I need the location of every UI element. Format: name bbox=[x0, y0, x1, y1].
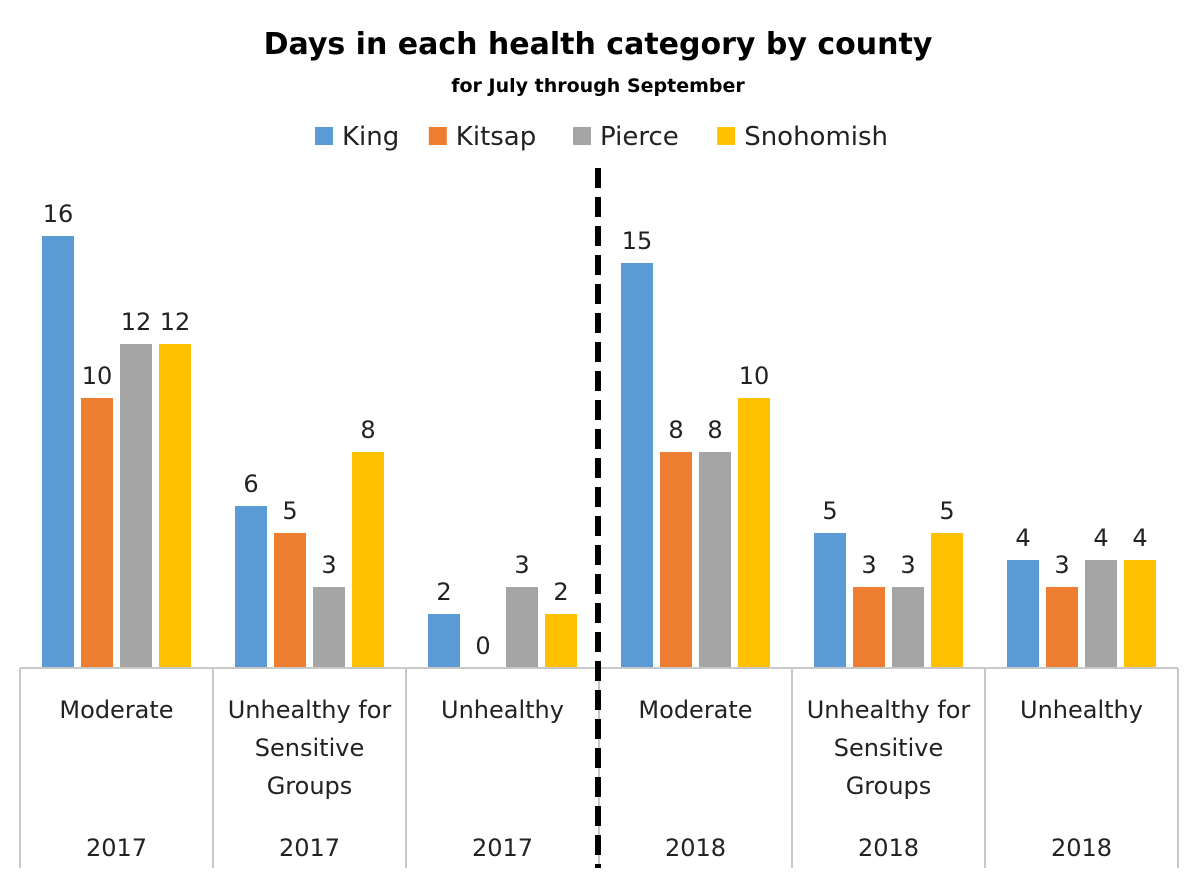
data-label-kitsap-0: 10 bbox=[82, 362, 113, 390]
category-label-3: Moderate bbox=[638, 696, 752, 724]
data-label-kitsap-3: 8 bbox=[668, 416, 683, 444]
bar-snohomish-5 bbox=[1124, 560, 1156, 668]
chart-subtitle: for July through September bbox=[451, 75, 745, 97]
bar-snohomish-3 bbox=[738, 398, 770, 668]
bar-snohomish-0 bbox=[159, 344, 191, 668]
year-label-4: 2018 bbox=[858, 834, 919, 862]
bar-snohomish-2 bbox=[545, 614, 577, 668]
bar-kitsap-0 bbox=[81, 398, 113, 668]
bar-pierce-4 bbox=[892, 587, 924, 668]
bar-snohomish-1 bbox=[352, 452, 384, 668]
data-label-pierce-1: 3 bbox=[321, 551, 336, 579]
data-label-snohomish-5: 4 bbox=[1132, 524, 1147, 552]
data-label-snohomish-2: 2 bbox=[553, 578, 568, 606]
legend-item-snohomish: Snohomish bbox=[717, 122, 888, 152]
bar-kitsap-1 bbox=[274, 533, 306, 668]
data-label-kitsap-5: 3 bbox=[1054, 551, 1069, 579]
data-label-pierce-4: 3 bbox=[900, 551, 915, 579]
bar-pierce-0 bbox=[120, 344, 152, 668]
legend-item-king: King bbox=[315, 122, 399, 152]
year-label-5: 2018 bbox=[1051, 834, 1112, 862]
legend-swatch-snohomish bbox=[717, 127, 736, 145]
year-label-0: 2017 bbox=[86, 834, 147, 862]
bar-kitsap-4 bbox=[853, 587, 885, 668]
year-label-3: 2018 bbox=[665, 834, 726, 862]
data-label-kitsap-2: 0 bbox=[475, 632, 490, 660]
bar-king-3 bbox=[621, 263, 653, 668]
data-label-pierce-2: 3 bbox=[514, 551, 529, 579]
bar-snohomish-4 bbox=[931, 533, 963, 668]
legend-label-king: King bbox=[342, 122, 399, 152]
bar-king-2 bbox=[428, 614, 460, 668]
legend-item-kitsap: Kitsap bbox=[428, 122, 536, 152]
legend-swatch-king bbox=[315, 127, 333, 145]
bar-king-4 bbox=[814, 533, 846, 668]
bar-pierce-5 bbox=[1085, 560, 1117, 668]
category-axis: Moderate 2017 Unhealthy for Sensitive Groups… bbox=[19, 667, 1179, 868]
legend-swatch-pierce bbox=[573, 127, 591, 145]
legend: King Kitsap Pierce Snohomish bbox=[315, 122, 888, 152]
category-label-5: Unhealthy bbox=[1020, 696, 1143, 724]
category-label-2: Unhealthy bbox=[441, 696, 564, 724]
legend-swatch-kitsap bbox=[428, 127, 447, 145]
legend-label-pierce: Pierce bbox=[600, 122, 679, 152]
bar-king-0 bbox=[42, 236, 74, 668]
data-label-king-3: 15 bbox=[622, 227, 653, 255]
data-label-snohomish-1: 8 bbox=[360, 416, 375, 444]
category-label-1: Unhealthy for Sensitive Groups bbox=[228, 696, 392, 800]
legend-item-pierce: Pierce bbox=[573, 122, 679, 152]
data-label-snohomish-4: 5 bbox=[939, 497, 954, 525]
bar-king-1 bbox=[235, 506, 267, 668]
data-label-kitsap-1: 5 bbox=[282, 497, 297, 525]
data-label-kitsap-4: 3 bbox=[861, 551, 876, 579]
bar-pierce-2 bbox=[506, 587, 538, 668]
data-label-king-0: 16 bbox=[43, 200, 74, 228]
bars bbox=[42, 236, 1156, 668]
year-label-1: 2017 bbox=[279, 834, 340, 862]
chart-title: Days in each health category by county bbox=[264, 27, 933, 62]
data-label-snohomish-3: 10 bbox=[739, 362, 770, 390]
legend-label-kitsap: Kitsap bbox=[456, 122, 536, 152]
data-label-pierce-5: 4 bbox=[1093, 524, 1108, 552]
bar-pierce-3 bbox=[699, 452, 731, 668]
data-label-pierce-0: 12 bbox=[121, 308, 152, 336]
bar-kitsap-5 bbox=[1046, 587, 1078, 668]
category-label-4: Unhealthy for Sensitive Groups bbox=[807, 696, 971, 800]
bar-king-5 bbox=[1007, 560, 1039, 668]
bar-kitsap-3 bbox=[660, 452, 692, 668]
bar-pierce-1 bbox=[313, 587, 345, 668]
year-label-2: 2017 bbox=[472, 834, 533, 862]
data-label-king-4: 5 bbox=[822, 497, 837, 525]
data-label-king-5: 4 bbox=[1015, 524, 1030, 552]
category-label-0: Moderate bbox=[59, 696, 173, 724]
data-label-pierce-3: 8 bbox=[707, 416, 722, 444]
data-label-king-1: 6 bbox=[243, 470, 258, 498]
data-label-king-2: 2 bbox=[436, 578, 451, 606]
data-label-snohomish-0: 12 bbox=[160, 308, 191, 336]
legend-label-snohomish: Snohomish bbox=[744, 122, 888, 152]
